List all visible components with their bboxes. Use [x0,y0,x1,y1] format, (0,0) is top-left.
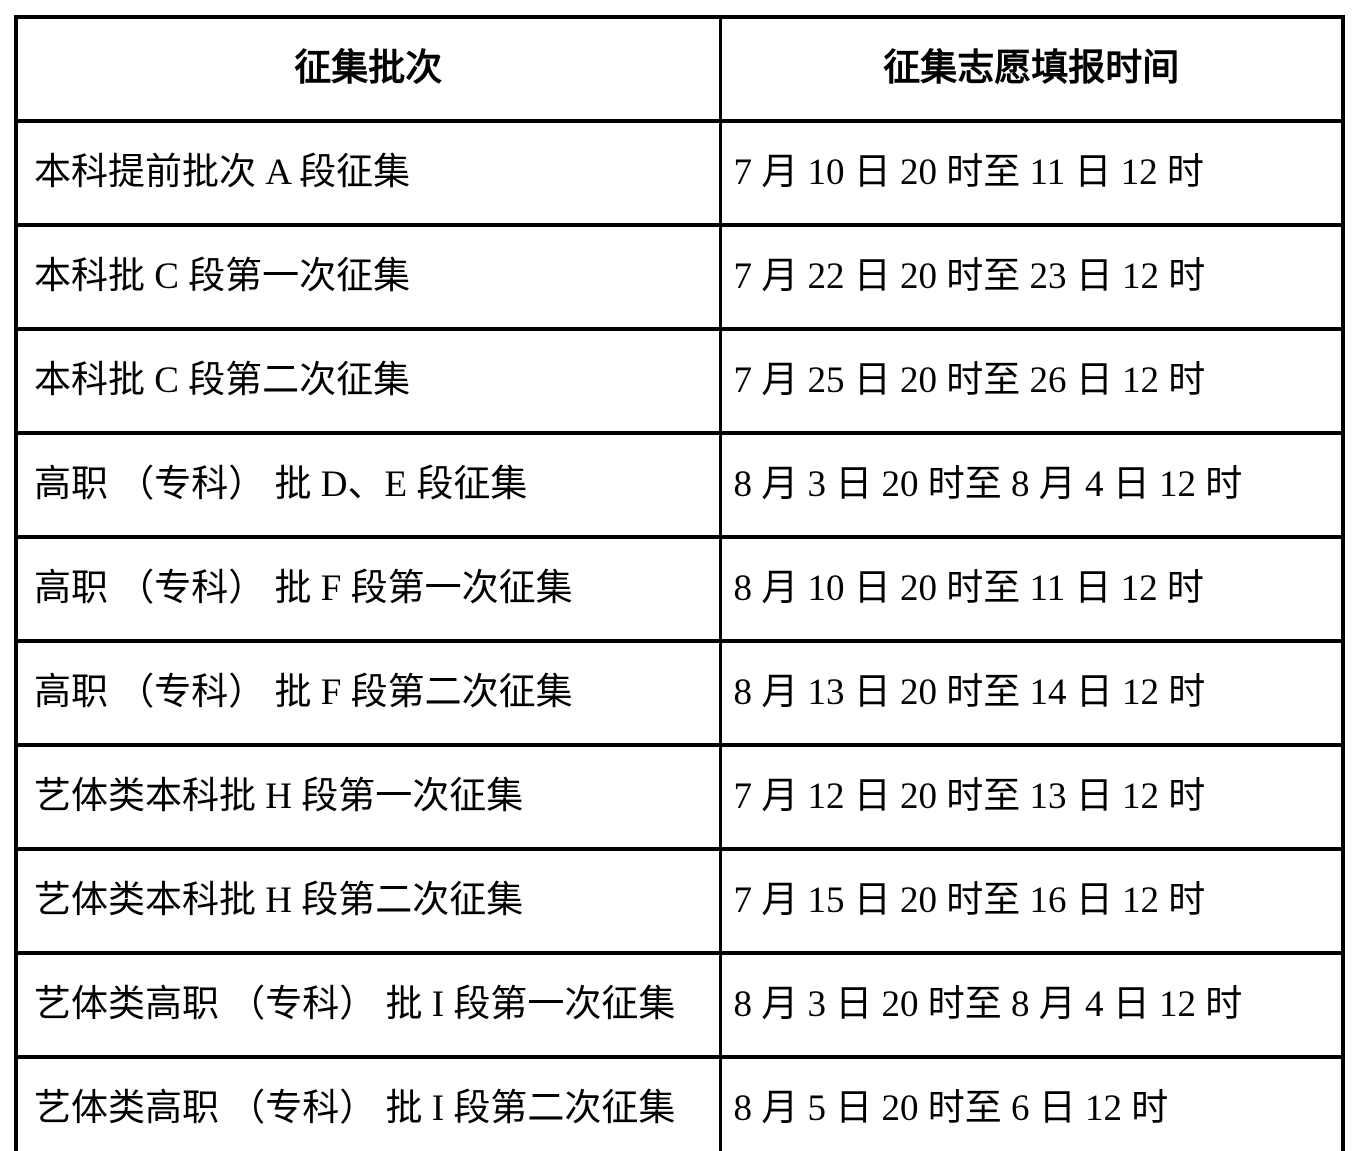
table-row: 本科提前批次 A 段征集 7 月 10 日 20 时至 11 日 12 时 [14,119,1345,227]
batch-cell: 艺体类高职 （专科） 批 I 段第二次征集 [14,1055,722,1151]
table-body: 本科提前批次 A 段征集 7 月 10 日 20 时至 11 日 12 时 本科… [14,119,1345,1151]
table-row: 艺体类高职 （专科） 批 I 段第一次征集 8 月 3 日 20 时至 8 月 … [14,951,1345,1059]
table-row: 本科批 C 段第一次征集 7 月 22 日 20 时至 23 日 12 时 [14,223,1345,331]
time-cell: 8 月 3 日 20 时至 8 月 4 日 12 时 [718,951,1345,1059]
table-row: 高职 （专科） 批 F 段第一次征集 8 月 10 日 20 时至 11 日 1… [14,535,1345,643]
time-cell: 7 月 22 日 20 时至 23 日 12 时 [718,223,1345,331]
batch-cell: 艺体类本科批 H 段第二次征集 [14,847,722,955]
table-row: 艺体类本科批 H 段第二次征集 7 月 15 日 20 时至 16 日 12 时 [14,847,1345,955]
table-row: 艺体类本科批 H 段第一次征集 7 月 12 日 20 时至 13 日 12 时 [14,743,1345,851]
batch-cell: 高职 （专科） 批 F 段第一次征集 [14,535,722,643]
time-cell: 7 月 10 日 20 时至 11 日 12 时 [718,119,1345,227]
batch-cell: 本科批 C 段第二次征集 [14,327,722,435]
header-cell-time: 征集志愿填报时间 [718,15,1345,123]
time-cell: 8 月 13 日 20 时至 14 日 12 时 [718,639,1345,747]
header-cell-batch: 征集批次 [14,15,722,123]
admission-schedule-table: 征集批次 征集志愿填报时间 本科提前批次 A 段征集 7 月 10 日 20 时… [14,15,1345,1151]
table-row: 艺体类高职 （专科） 批 I 段第二次征集 8 月 5 日 20 时至 6 日 … [14,1055,1345,1151]
time-cell: 7 月 12 日 20 时至 13 日 12 时 [718,743,1345,851]
table-row: 高职 （专科） 批 F 段第二次征集 8 月 13 日 20 时至 14 日 1… [14,639,1345,747]
time-cell: 8 月 5 日 20 时至 6 日 12 时 [718,1055,1345,1151]
header-row: 征集批次 征集志愿填报时间 [14,15,1345,123]
time-cell: 7 月 15 日 20 时至 16 日 12 时 [718,847,1345,955]
table-row: 高职 （专科） 批 D、E 段征集 8 月 3 日 20 时至 8 月 4 日 … [14,431,1345,539]
batch-cell: 本科批 C 段第一次征集 [14,223,722,331]
time-cell: 8 月 3 日 20 时至 8 月 4 日 12 时 [718,431,1345,539]
table-header: 征集批次 征集志愿填报时间 [14,15,1345,123]
table-row: 本科批 C 段第二次征集 7 月 25 日 20 时至 26 日 12 时 [14,327,1345,435]
time-cell: 8 月 10 日 20 时至 11 日 12 时 [718,535,1345,643]
batch-cell: 艺体类本科批 H 段第一次征集 [14,743,722,851]
batch-cell: 艺体类高职 （专科） 批 I 段第一次征集 [14,951,722,1059]
batch-cell: 本科提前批次 A 段征集 [14,119,722,227]
batch-cell: 高职 （专科） 批 D、E 段征集 [14,431,722,539]
batch-cell: 高职 （专科） 批 F 段第二次征集 [14,639,722,747]
time-cell: 7 月 25 日 20 时至 26 日 12 时 [718,327,1345,435]
